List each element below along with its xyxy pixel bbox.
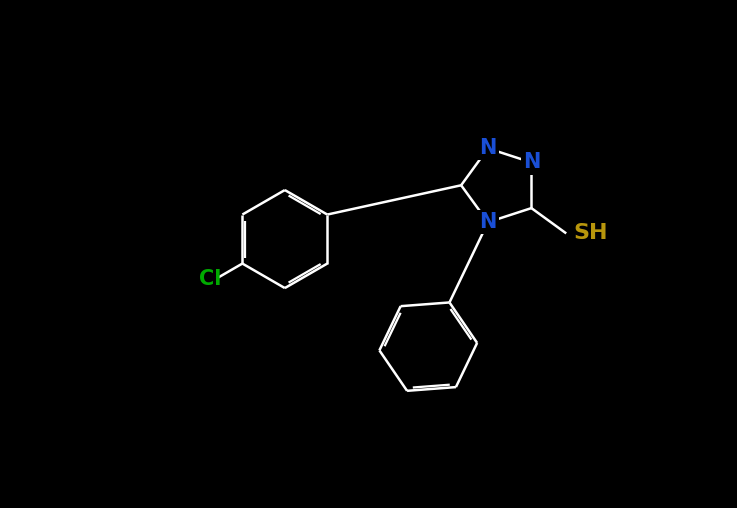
- Text: N: N: [479, 212, 497, 232]
- Text: N: N: [479, 138, 497, 158]
- Text: N: N: [523, 152, 540, 172]
- Text: Cl: Cl: [199, 269, 222, 289]
- Text: SH: SH: [573, 224, 608, 243]
